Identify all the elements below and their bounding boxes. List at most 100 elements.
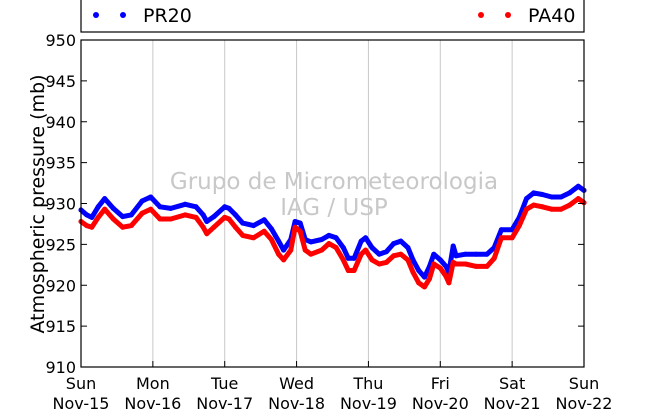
series-pa40-line: [78, 196, 587, 290]
series-pa40-point: [251, 235, 256, 241]
series-pa40-point: [491, 255, 497, 261]
y-tick-label: 950: [45, 31, 76, 50]
series-pr20-point: [200, 212, 206, 218]
series-pa40-point: [484, 263, 490, 269]
y-axis-label: Atmospheric pressure (mb): [27, 74, 49, 333]
legend: PR20 PA40: [80, 0, 585, 33]
series-pa40-point: [410, 269, 416, 275]
legend-pa40-marker-2: [505, 12, 511, 18]
series-pa40-point: [567, 202, 573, 208]
series-pa40-point: [148, 206, 154, 212]
series-pr20-point: [376, 251, 382, 257]
series-pr20-point: [539, 192, 545, 197]
series-pr20-point: [450, 243, 456, 249]
series-pa40-point: [297, 228, 303, 234]
series-pa40-point: [437, 265, 443, 271]
series-pa40-point: [128, 223, 134, 229]
series-pr20-point: [204, 219, 210, 224]
series-pa40-point: [157, 216, 163, 222]
series-pr20-point: [453, 253, 459, 259]
series-pa40-point: [139, 210, 145, 216]
y-tick-label: 925: [45, 235, 76, 254]
series-pa40-point: [391, 253, 397, 259]
series-pa40-point: [110, 216, 116, 222]
legend-pa40-marker-1: [478, 12, 484, 18]
x-tick-label-date: Nov-16: [124, 394, 181, 409]
x-tick-label-date: Nov-15: [53, 394, 110, 409]
series-pa40-point: [340, 257, 346, 263]
series-pr20-point: [102, 196, 108, 202]
grid: [152, 40, 513, 367]
series-pa40-point: [233, 224, 238, 230]
x-tick-label-date: Nov-17: [196, 394, 253, 409]
series-pa40-point: [182, 212, 188, 218]
series-pa40-point: [211, 224, 217, 230]
series-pr20-point: [575, 183, 581, 189]
legend-pa40-label: PA40: [528, 5, 575, 27]
series-pa40-point: [333, 245, 339, 251]
series-pa40-point: [288, 247, 294, 253]
legend-pr20-marker-1: [93, 12, 99, 18]
x-tick-label-day: Mon: [136, 374, 170, 393]
series-pa40-point: [222, 214, 228, 220]
series-pr20-point: [363, 235, 369, 241]
series-pa40-point: [363, 247, 369, 253]
series-pr20-point: [383, 249, 389, 255]
legend-box: [80, 0, 585, 33]
series-pr20-point: [84, 212, 90, 218]
series-pr20-point: [351, 255, 357, 261]
series-pa40-point: [416, 280, 422, 286]
series-pa40-point: [200, 224, 206, 230]
x-tick-label-date: Nov-21: [484, 394, 541, 409]
watermark-line-2: IAG / USP: [280, 195, 388, 221]
series-pa40-point: [193, 214, 199, 220]
series-pa40-point: [398, 251, 404, 257]
series-pr20-point: [462, 251, 468, 257]
series-pr20-point: [193, 204, 199, 210]
x-tick-label-day: Thu: [352, 374, 383, 393]
x-tick-label-date: Nov-22: [556, 394, 613, 409]
series-pa40-point: [575, 196, 581, 202]
series-pr20-point: [358, 238, 364, 244]
y-tick-label: 940: [45, 113, 76, 132]
x-tick-label-day: Fri: [431, 374, 450, 393]
series-pa40-point: [358, 251, 364, 257]
series-pr20-point: [308, 239, 314, 245]
series-pr20-point: [416, 268, 422, 273]
series-pr20-point: [211, 214, 217, 220]
series-pr20-point: [281, 247, 287, 253]
series-pa40-point: [308, 251, 314, 257]
series-pr20-point: [139, 198, 145, 204]
series-pa40-point: [240, 232, 246, 238]
series-pr20-point: [222, 204, 228, 210]
series-pr20-point: [128, 212, 134, 218]
series-pa40-point: [326, 241, 332, 247]
series-pa40-point: [516, 223, 522, 229]
series-pr20-point: [524, 196, 529, 202]
series-pr20-point: [89, 214, 95, 220]
series-pa40-point: [261, 228, 267, 234]
series-pr20-point: [531, 190, 537, 196]
series-pr20-point: [226, 205, 232, 211]
series-pa40-point: [549, 206, 555, 212]
series-pr20-point: [549, 194, 555, 200]
series-pr20-point: [498, 227, 504, 233]
x-tick-label-day: Sun: [66, 374, 96, 393]
x-tick-label-day: Tue: [210, 374, 238, 393]
series-pr20-point: [405, 245, 411, 251]
series: [78, 183, 587, 290]
x-tick-label-day: Sun: [569, 374, 599, 393]
series-pr20-point: [567, 190, 573, 196]
y-tick-label: 935: [45, 154, 76, 173]
series-pr20-point: [148, 194, 154, 200]
series-pa40-point: [89, 224, 95, 230]
y-tick-label: 910: [45, 358, 76, 377]
series-pa40-point: [422, 284, 427, 290]
series-pa40-point: [204, 231, 210, 237]
series-pr20-point: [292, 219, 298, 224]
x-axis: SunNov-15MonNov-16TueNov-17WedNov-18ThuN…: [53, 361, 613, 413]
x-tick-label-date: Nov-18: [268, 394, 325, 409]
series-pr20-point: [558, 194, 564, 200]
series-pr20-point: [431, 251, 437, 257]
series-pr20-point: [182, 201, 188, 207]
